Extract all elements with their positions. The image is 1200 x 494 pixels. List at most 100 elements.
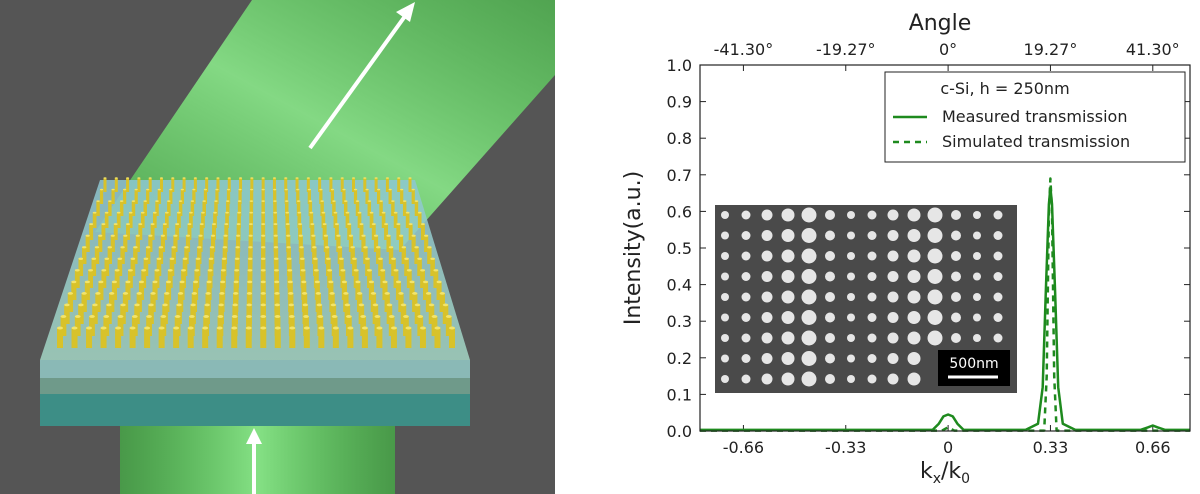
nanopillar xyxy=(236,235,241,252)
nanopillar xyxy=(108,201,112,216)
sem-particle xyxy=(721,293,729,301)
nanopillar-cap xyxy=(246,303,252,307)
nanopillar-cap xyxy=(357,211,362,214)
nanopillar xyxy=(246,293,253,312)
sem-particle xyxy=(847,375,855,383)
nanopillar xyxy=(167,201,171,216)
nanopillar xyxy=(144,328,151,348)
nanopillar-cap xyxy=(205,177,209,179)
sem-particle xyxy=(993,210,1003,220)
nanopillar xyxy=(284,178,288,192)
nanopillar-cap xyxy=(99,188,104,191)
sem-particle xyxy=(781,208,795,222)
nanopillar-cap xyxy=(353,188,358,191)
sem-particle xyxy=(907,229,921,242)
nanopillar-cap xyxy=(331,315,338,318)
nanopillar-cap xyxy=(176,303,182,307)
nanopillar-cap xyxy=(138,223,143,226)
nanopillar xyxy=(234,270,240,288)
nanopillar xyxy=(234,258,240,276)
nanopillar xyxy=(302,304,309,324)
nanopillar xyxy=(246,304,252,324)
sem-particle xyxy=(825,312,835,323)
nanopillar-cap xyxy=(202,326,209,330)
nanopillar-cap xyxy=(122,292,129,295)
nanopillar-cap xyxy=(286,257,292,260)
nanopillar-cap xyxy=(343,200,348,202)
x-axis-title-slash: /k xyxy=(941,459,961,484)
nanopillar xyxy=(332,328,339,348)
nanopillar xyxy=(246,316,252,336)
nanopillar xyxy=(261,178,265,192)
nanopillar xyxy=(322,224,327,240)
nanopillar xyxy=(237,212,241,228)
nanopillar-cap xyxy=(207,269,213,272)
nanopillar-cap xyxy=(337,246,343,249)
sem-particle xyxy=(951,251,961,261)
nanopillar-cap xyxy=(310,223,315,226)
nanopillar-cap xyxy=(289,326,296,330)
nanopillar xyxy=(117,316,124,336)
nanopillar xyxy=(91,258,97,276)
nanopillar xyxy=(361,328,368,348)
nanopillar-cap xyxy=(214,200,218,202)
nanopillar-cap xyxy=(182,257,188,260)
nanopillar xyxy=(347,224,352,240)
sem-particle xyxy=(721,211,729,219)
nanopillar-cap xyxy=(174,315,181,318)
nanopillar-cap xyxy=(191,292,198,295)
nanopillar-cap xyxy=(315,292,321,295)
sem-particle xyxy=(951,271,961,282)
nanopillar-cap xyxy=(249,200,254,202)
nanopillar xyxy=(321,212,326,228)
nanopillar xyxy=(330,189,335,204)
nanopillar xyxy=(385,178,389,192)
nanopillar xyxy=(179,281,185,300)
nanopillar xyxy=(334,224,339,240)
nanopillar-cap xyxy=(180,188,184,191)
nanopillar-cap xyxy=(274,269,279,272)
nanopillar xyxy=(449,328,455,348)
nanopillar-cap xyxy=(313,257,318,260)
sem-particle xyxy=(741,231,751,240)
nanopillar-cap xyxy=(274,326,281,330)
nanopillar-cap xyxy=(370,292,377,295)
nanopillar xyxy=(128,212,133,228)
nanopillar-cap xyxy=(355,280,361,284)
nanopillar xyxy=(365,258,370,276)
nanopillar-cap xyxy=(234,257,240,260)
nanopillar-cap xyxy=(423,280,429,284)
nanopillar xyxy=(316,304,323,324)
nanopillar-cap xyxy=(125,280,131,284)
nanopillar-cap xyxy=(285,211,290,214)
sem-particle xyxy=(907,331,921,345)
sem-particle xyxy=(825,230,835,241)
nanopillar-cap xyxy=(417,315,424,318)
nanopillar xyxy=(388,316,395,336)
nanopillar xyxy=(141,270,147,288)
nanopillar-cap xyxy=(74,315,81,318)
nanopillar xyxy=(391,201,395,216)
nanopillar-cap xyxy=(436,280,442,284)
sem-particle xyxy=(741,333,751,343)
nanopillar xyxy=(165,281,172,300)
nanopillar xyxy=(306,178,310,192)
nanopillar-cap xyxy=(399,234,404,237)
nanopillar xyxy=(332,201,336,216)
nanopillar xyxy=(215,189,219,204)
nanopillar xyxy=(260,258,266,276)
nanopillar-cap xyxy=(128,269,133,272)
nanopillar-cap xyxy=(328,280,334,284)
nanopillar-cap xyxy=(296,188,300,191)
nanopillar xyxy=(182,258,188,276)
nanopillar-cap xyxy=(239,177,243,179)
nanopillar-cap xyxy=(123,234,128,237)
nanopillar xyxy=(249,201,254,216)
x-axis-title-sub-x: x xyxy=(933,471,941,487)
nanopillar-cap xyxy=(342,188,346,191)
nanopillar-cap xyxy=(92,303,98,307)
nanopillar xyxy=(400,189,404,204)
sem-particle xyxy=(847,252,855,260)
nanopillar xyxy=(376,328,383,348)
nanopillar xyxy=(420,270,425,288)
